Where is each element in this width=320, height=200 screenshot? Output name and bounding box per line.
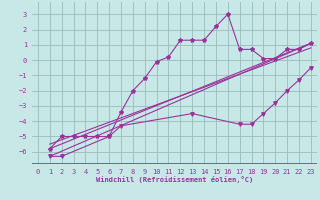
X-axis label: Windchill (Refroidissement éolien,°C): Windchill (Refroidissement éolien,°C)	[96, 176, 253, 183]
